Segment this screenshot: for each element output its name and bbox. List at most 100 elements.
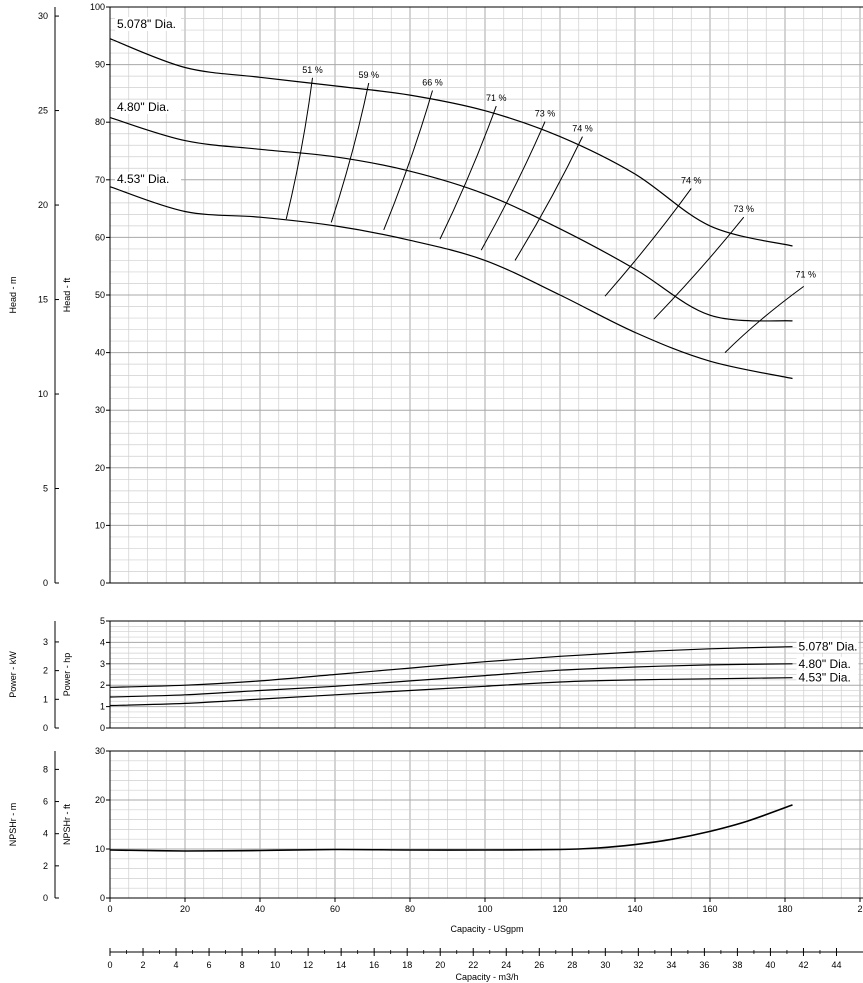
x-tick-label: 140 [627, 904, 642, 914]
x-tick-label: 180 [777, 904, 792, 914]
efficiency-label: 73 % [535, 109, 556, 119]
outer-y-tick-label: 5 [43, 484, 48, 494]
y-tick-label: 3 [100, 659, 105, 669]
x-tick-label: 120 [552, 904, 567, 914]
series-line-0 [109, 804, 793, 852]
curve-label: 4.53" Dia. [117, 172, 169, 186]
series-line-0 [109, 646, 793, 688]
y-tick-label: 5 [100, 616, 105, 626]
y-tick-label: 2 [100, 680, 105, 690]
y-tick-label: 20 [95, 795, 105, 805]
y-tick-label: 0 [100, 578, 105, 588]
outer-y-tick-label: 3 [43, 637, 48, 647]
curve-label: 5.078" Dia. [117, 17, 176, 31]
y-tick-label: 4 [100, 637, 105, 647]
power-chart-panel: 0 1 2 3 4 5 0 1 2 3 Power - kW Power - hp 5.078" Dia… [8, 616, 863, 733]
curve-label: 5.078" Dia. [799, 640, 858, 654]
y-tick-label: 50 [95, 290, 105, 300]
y-tick-label: 90 [95, 60, 105, 70]
y-tick-label: 60 [95, 232, 105, 242]
x-axis-title: Capacity - USgpm [450, 924, 523, 934]
series-line-1 [109, 663, 793, 698]
y-tick-label: 70 [95, 175, 105, 185]
curve-label-bg [796, 670, 859, 684]
y-tick-label: 100 [90, 2, 105, 12]
secondary-x-tick-label: 38 [732, 960, 742, 970]
y-axis-title-outer: NPSHr - m [8, 803, 18, 847]
efficiency-label: 74 % [681, 175, 702, 185]
y-tick-label: 0 [100, 723, 105, 733]
outer-y-tick-label: 8 [43, 764, 48, 774]
secondary-x-tick-label: 16 [369, 960, 379, 970]
y-tick-label: 1 [100, 702, 105, 712]
curve-label-bg [115, 172, 181, 186]
series-line-2 [109, 677, 793, 707]
efficiency-line [383, 90, 433, 231]
x-tick-label: 160 [702, 904, 717, 914]
outer-y-tick-label: 2 [43, 666, 48, 676]
outer-y-tick-label: 0 [43, 723, 48, 733]
secondary-x-tick-label: 14 [336, 960, 346, 970]
efficiency-line [285, 77, 313, 220]
efficiency-line [439, 105, 497, 240]
efficiency-line [514, 136, 583, 261]
outer-y-tick-label: 15 [38, 295, 48, 305]
efficiency-label: 73 % [733, 204, 754, 214]
efficiency-label: 66 % [422, 78, 443, 88]
curve-label: 4.80" Dia. [799, 657, 851, 671]
secondary-x-tick-label: 22 [468, 960, 478, 970]
secondary-x-tick-label: 28 [567, 960, 577, 970]
outer-y-tick-label: 6 [43, 797, 48, 807]
y-axis-title-inner: NPSHr - ft [62, 804, 72, 846]
y-tick-label: 10 [95, 520, 105, 530]
secondary-x-tick-label: 0 [107, 960, 112, 970]
efficiency-line [653, 216, 745, 320]
secondary-x-tick-label: 42 [798, 960, 808, 970]
secondary-x-tick-label: 18 [402, 960, 412, 970]
secondary-x-tick-label: 10 [270, 960, 280, 970]
secondary-x-tick-label: 2 [141, 960, 146, 970]
series-line-2 [109, 186, 793, 380]
x-tick-label: 20 [180, 904, 190, 914]
outer-y-tick-label: 25 [38, 106, 48, 116]
curve-label-bg [796, 639, 859, 653]
outer-y-tick-label: 2 [43, 861, 48, 871]
secondary-x-tick-label: 8 [240, 960, 245, 970]
outer-y-tick-label: 10 [38, 389, 48, 399]
y-tick-label: 30 [95, 746, 105, 756]
efficiency-label: 74 % [572, 124, 593, 134]
y-tick-label: 0 [100, 893, 105, 903]
x-tick-label: 0 [107, 904, 112, 914]
outer-y-tick-label: 0 [43, 578, 48, 588]
outer-y-tick-label: 0 [43, 893, 48, 903]
secondary-x-tick-label: 6 [207, 960, 212, 970]
outer-y-tick-label: 20 [38, 200, 48, 210]
efficiency-label: 71 % [795, 269, 816, 279]
secondary-x-axis-title: Capacity - m3/h [455, 972, 518, 982]
outer-y-tick-label: 30 [38, 11, 48, 21]
efficiency-line [604, 188, 692, 297]
secondary-x-tick-label: 30 [600, 960, 610, 970]
series-line-0 [109, 38, 793, 247]
efficiency-label: 51 % [302, 65, 323, 75]
y-axis-title-outer: Head - m [8, 276, 18, 313]
x-tick-label: 40 [255, 904, 265, 914]
x-tick-label: 80 [405, 904, 415, 914]
efficiency-line [480, 121, 546, 251]
outer-y-tick-label: 4 [43, 829, 48, 839]
curve-label: 4.53" Dia. [799, 671, 851, 685]
efficiency-line [330, 82, 370, 223]
secondary-x-tick-label: 32 [633, 960, 643, 970]
secondary-x-tick-label: 4 [174, 960, 179, 970]
y-tick-label: 20 [95, 463, 105, 473]
secondary-x-tick-label: 36 [699, 960, 709, 970]
npshr-chart-panel: 0 10 20 30 0 2 4 6 8 NPSHr - m NPSHr - ft 0 20 40 60 80… [8, 746, 863, 934]
head-chart-panel: 0 10 20 30 40 50 60 70 80 90 100 0 5 10 15 20 25 30 Head -… [8, 2, 863, 588]
y-tick-label: 80 [95, 117, 105, 127]
y-tick-label: 10 [95, 844, 105, 854]
y-tick-label: 40 [95, 348, 105, 358]
secondary-x-tick-label: 34 [666, 960, 676, 970]
curve-label: 4.80" Dia. [117, 100, 169, 114]
curve-label-bg [796, 656, 859, 670]
